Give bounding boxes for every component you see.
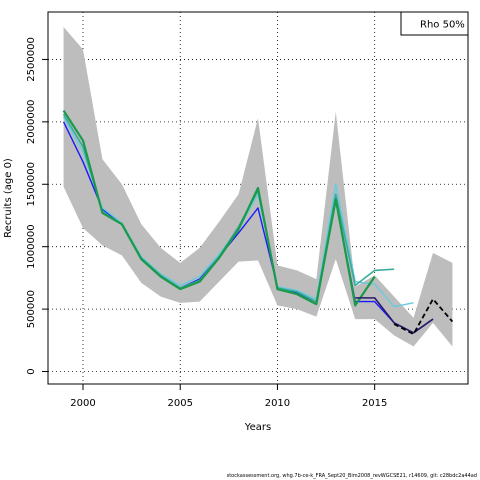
x-tick-label: 2010 xyxy=(265,398,290,409)
plot-frame xyxy=(47,11,469,385)
x-axis: 2000 2005 2010 2015 xyxy=(70,384,387,409)
legend-box xyxy=(400,11,469,36)
series-line-4 xyxy=(62,110,376,307)
y-axis: 0 500000 1000000 1500000 2000000 2500000 xyxy=(26,37,48,375)
y-axis-title: Recruits (age 0) xyxy=(3,158,14,238)
y-tick-label: 2500000 xyxy=(26,37,37,82)
legend: Rho 50% xyxy=(400,11,469,36)
y-tick-label: 500000 xyxy=(26,290,37,328)
confidence-band-area xyxy=(63,26,453,347)
series-lines xyxy=(62,110,454,335)
y-tick-label: 1000000 xyxy=(26,224,37,269)
x-tick-label: 2000 xyxy=(70,398,95,409)
y-tick-label: 0 xyxy=(26,368,37,374)
confidence-band xyxy=(63,26,453,347)
x-axis-title: Years xyxy=(244,422,271,433)
legend-label: Rho 50% xyxy=(420,20,465,31)
x-tick-label: 2015 xyxy=(362,398,387,409)
series-line-6 xyxy=(393,298,454,335)
footer-caption: stockassessment.org, whg.7b-ce-k_FRA_Sep… xyxy=(226,473,477,479)
y-tick-label: 2000000 xyxy=(26,100,37,145)
series-line-5 xyxy=(355,297,434,334)
y-tick-label: 1500000 xyxy=(26,162,37,207)
x-tick-label: 2005 xyxy=(167,398,192,409)
